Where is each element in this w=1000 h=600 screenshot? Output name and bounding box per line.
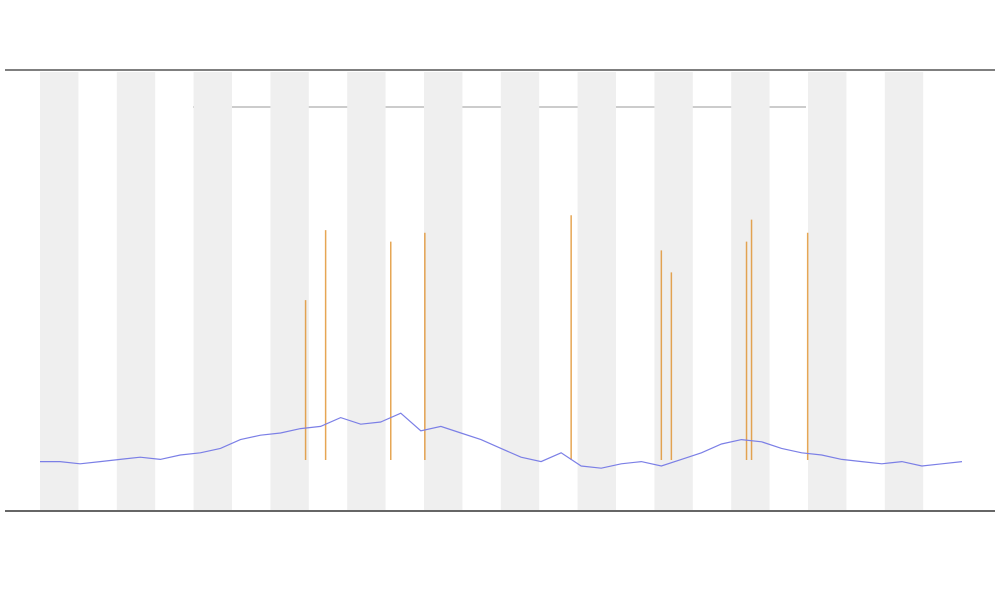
- band: [270, 72, 309, 510]
- band: [193, 72, 232, 510]
- band: [116, 72, 156, 510]
- band: [577, 72, 616, 510]
- bands: [40, 72, 924, 510]
- band: [884, 72, 924, 510]
- data-line: [40, 412, 963, 469]
- band: [500, 72, 540, 510]
- band: [347, 72, 386, 510]
- band: [654, 72, 693, 510]
- band: [808, 72, 847, 510]
- band: [424, 72, 463, 510]
- band: [731, 72, 770, 510]
- band: [40, 72, 79, 510]
